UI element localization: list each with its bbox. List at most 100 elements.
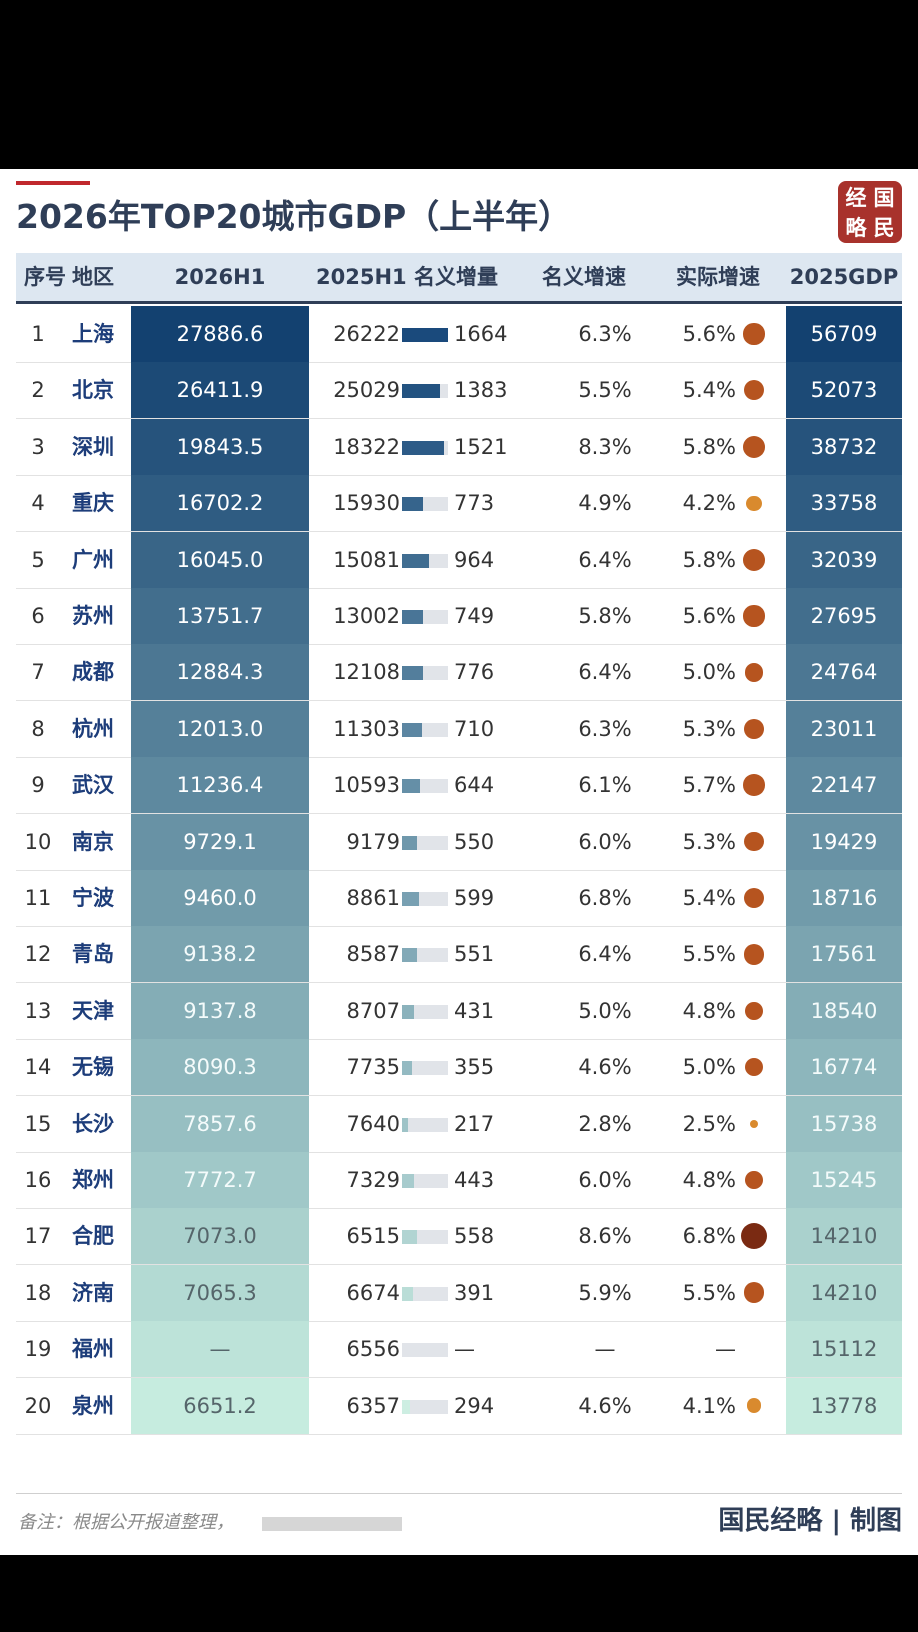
gdp-2026h1-value: 16045.0 (176, 547, 264, 572)
city-cell: 杭州 (72, 716, 114, 741)
row-divider (16, 982, 902, 984)
table-row: 6 苏州 13751.7 13002 749 5.8% 5.6% 27695 (16, 587, 902, 645)
header-region: 地区 (72, 265, 114, 289)
city-cell: 长沙 (72, 1111, 114, 1136)
gdp-2026h1-cell: 9138.2 (131, 926, 309, 983)
city-cell: 南京 (72, 829, 114, 854)
footer-note: 备注：根据公开报道整理， (18, 1512, 234, 1533)
gdp-2025h1-cell: 18322 (333, 434, 400, 459)
row-divider (16, 587, 902, 589)
rank-cell: 5 (31, 547, 45, 572)
nominal-growth-cell: 5.8% (578, 604, 632, 628)
rank-cell: 15 (24, 1111, 52, 1136)
increase-bar-track (402, 610, 448, 624)
row-divider (16, 756, 902, 758)
table-row: 13 天津 9137.8 8707 431 5.0% 4.8% 18540 (16, 982, 902, 1040)
table-row: 2 北京 26411.9 25029 1383 5.5% 5.4% 52073 (16, 361, 902, 420)
nominal-growth-cell: 8.3% (578, 434, 632, 459)
increase-bar (402, 722, 422, 737)
nominal-growth-cell: 6.4% (578, 660, 632, 685)
rank-cell: 19 (24, 1337, 52, 1362)
city-cell: 成都 (72, 660, 114, 685)
gdp-2025h1-cell: 6556 (346, 1337, 400, 1362)
gdp-2025-value: 27695 (810, 604, 878, 628)
increase-bar (402, 779, 420, 794)
nominal-growth-cell: 6.8% (578, 886, 632, 910)
city-cell: 上海 (72, 322, 114, 346)
increase-bar (402, 384, 441, 399)
gdp-2026h1-value: 16702.2 (176, 491, 264, 516)
rank-cell: 1 (31, 322, 45, 346)
header-nominal-growth: 名义增速 (542, 265, 626, 289)
real-growth-dot (743, 605, 765, 627)
city-cell: 深圳 (72, 434, 114, 459)
increase-bar-track (402, 328, 448, 342)
row-divider (16, 644, 902, 645)
gdp-2025-value: 32039 (810, 547, 878, 572)
increase-cell: 217 (454, 1111, 495, 1136)
gdp-2026h1-value: 19843.5 (176, 434, 264, 459)
rank-cell: 11 (24, 886, 52, 910)
increase-bar (402, 1061, 412, 1076)
row-divider (16, 531, 902, 533)
table-row: 9 武汉 11236.4 10593 644 6.1% 5.7% 22147 (16, 756, 902, 815)
increase-bar (402, 835, 418, 850)
increase-bar-track (402, 779, 448, 794)
gdp-2025-value: 56709 (810, 322, 878, 346)
gdp-2026h1-cell: 6651.2 (131, 1377, 309, 1434)
increase-bar-track (402, 1061, 448, 1076)
real-growth-cell: 5.8% (682, 547, 736, 572)
gdp-2025h1-cell: 8587 (346, 942, 400, 967)
nominal-growth-cell: — (594, 1337, 616, 1362)
nominal-growth-cell: 4.6% (578, 1393, 632, 1418)
gdp-2025-cell: 13778 (786, 1377, 902, 1434)
increase-bar-track (402, 1174, 448, 1188)
increase-bar (402, 1230, 418, 1245)
gdp-2025-value: 38732 (810, 434, 878, 459)
nominal-growth-cell: 2.8% (578, 1111, 632, 1136)
gdp-2025-cell: 15738 (786, 1095, 902, 1152)
increase-bar (402, 553, 429, 568)
rank-cell: 6 (31, 604, 45, 628)
real-growth-dot (750, 1119, 758, 1128)
gdp-2025-value: 17561 (810, 942, 878, 967)
footer-credit: 国民经略 | 制图 (718, 1506, 902, 1536)
gdp-2026h1-cell: 12013.0 (131, 700, 309, 757)
header-2025gdp: 2025GDP (789, 265, 899, 289)
gdp-2025h1-cell: 9179 (346, 829, 400, 854)
real-growth-cell: 4.8% (682, 998, 736, 1023)
gdp-2026h1-value: 9460.0 (183, 886, 257, 910)
gdp-2025-value: 18540 (810, 998, 878, 1023)
gdp-2025-cell: 56709 (786, 306, 902, 362)
gdp-2025-value: 16774 (810, 1055, 878, 1080)
gdp-2025h1-cell: 25029 (333, 378, 400, 403)
gdp-2025h1-cell: 26222 (333, 322, 400, 346)
row-divider (16, 474, 902, 476)
gdp-2026h1-cell: 19843.5 (131, 418, 309, 475)
gdp-2026h1-cell: 27886.6 (131, 306, 309, 362)
increase-bar-track (402, 553, 448, 568)
city-cell: 武汉 (72, 773, 114, 798)
city-cell: 合肥 (72, 1224, 114, 1249)
increase-bar (402, 1399, 411, 1414)
real-growth-cell: 5.3% (682, 716, 736, 741)
nominal-growth-cell: 4.6% (578, 1055, 632, 1080)
gdp-2026h1-value: 7857.6 (183, 1111, 257, 1136)
gdp-2025-value: 15738 (810, 1111, 878, 1136)
increase-bar-track (402, 440, 448, 455)
real-growth-cell: 5.0% (682, 660, 736, 685)
increase-bar-track (402, 666, 448, 681)
header-divider (16, 301, 902, 304)
header-2026h1: 2026H1 (174, 265, 266, 289)
gdp-2026h1-cell: 8090.3 (131, 1039, 309, 1096)
gdp-2025-cell: 52073 (786, 362, 902, 419)
nominal-growth-cell: 6.3% (578, 716, 632, 741)
gdp-2025h1-cell: 13002 (333, 604, 400, 628)
city-cell: 郑州 (72, 1168, 114, 1192)
increase-cell: 1383 (454, 378, 508, 403)
increase-bar (402, 1117, 408, 1132)
increase-cell: 294 (454, 1393, 495, 1418)
row-divider (16, 700, 902, 702)
gdp-2026h1-value: 8090.3 (183, 1055, 257, 1080)
increase-bar (402, 440, 445, 455)
